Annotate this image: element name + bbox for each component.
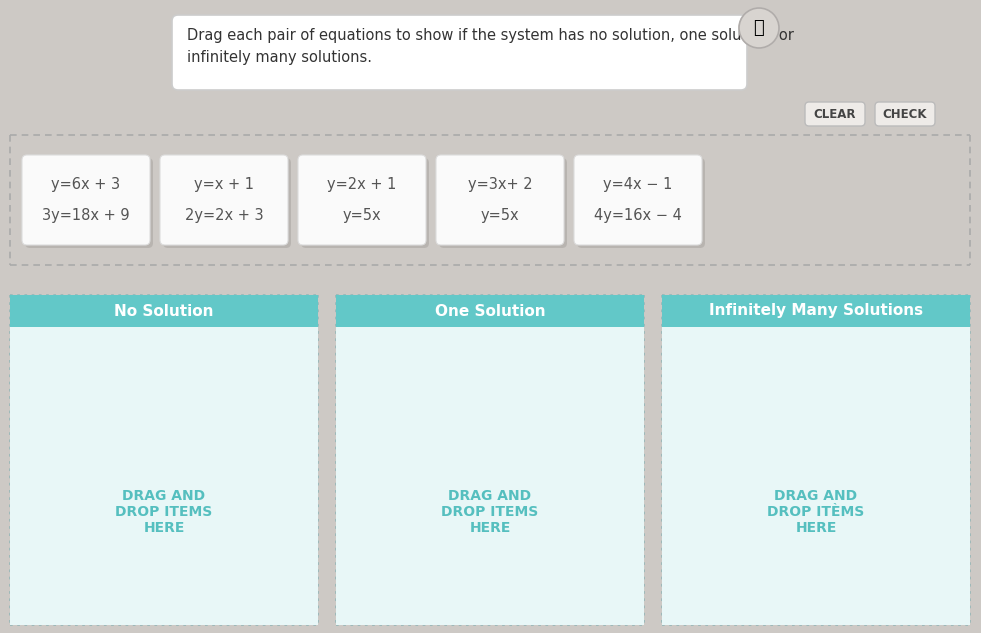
FancyBboxPatch shape bbox=[301, 158, 429, 248]
Bar bbox=[10, 327, 318, 625]
Text: y=2x + 1: y=2x + 1 bbox=[328, 177, 396, 192]
Text: Drag each pair of equations to show if the system has no solution, one solution,: Drag each pair of equations to show if t… bbox=[187, 28, 794, 65]
FancyBboxPatch shape bbox=[163, 158, 291, 248]
Bar bbox=[336, 327, 644, 625]
Text: DRAG AND: DRAG AND bbox=[123, 489, 206, 503]
FancyBboxPatch shape bbox=[439, 158, 567, 248]
Text: 4y=16x − 4: 4y=16x − 4 bbox=[594, 208, 682, 223]
Text: Infinitely Many Solutions: Infinitely Many Solutions bbox=[709, 303, 923, 318]
FancyBboxPatch shape bbox=[574, 155, 702, 245]
Text: y=6x + 3: y=6x + 3 bbox=[51, 177, 121, 192]
Text: One Solution: One Solution bbox=[435, 303, 545, 318]
FancyBboxPatch shape bbox=[298, 155, 426, 245]
Bar bbox=[336, 295, 644, 327]
FancyBboxPatch shape bbox=[25, 158, 153, 248]
Text: DRAG AND: DRAG AND bbox=[774, 489, 857, 503]
FancyBboxPatch shape bbox=[160, 155, 288, 245]
Text: y=5x: y=5x bbox=[481, 208, 519, 223]
Text: DROP ITEMS: DROP ITEMS bbox=[441, 505, 539, 519]
Text: 🔈: 🔈 bbox=[753, 19, 764, 37]
FancyBboxPatch shape bbox=[875, 102, 935, 126]
FancyBboxPatch shape bbox=[172, 15, 747, 90]
Text: y=5x: y=5x bbox=[342, 208, 382, 223]
Text: 3y=18x + 9: 3y=18x + 9 bbox=[42, 208, 129, 223]
Text: HERE: HERE bbox=[143, 521, 184, 535]
Text: HERE: HERE bbox=[796, 521, 837, 535]
Bar bbox=[662, 327, 970, 625]
Circle shape bbox=[739, 8, 779, 48]
Text: CHECK: CHECK bbox=[883, 108, 927, 120]
FancyBboxPatch shape bbox=[22, 155, 150, 245]
Bar bbox=[10, 295, 318, 327]
Text: DROP ITÈMS: DROP ITÈMS bbox=[767, 505, 864, 519]
Text: DRAG AND: DRAG AND bbox=[448, 489, 532, 503]
FancyBboxPatch shape bbox=[436, 155, 564, 245]
Text: No Solution: No Solution bbox=[114, 303, 214, 318]
FancyBboxPatch shape bbox=[577, 158, 705, 248]
Text: CLEAR: CLEAR bbox=[814, 108, 856, 120]
FancyBboxPatch shape bbox=[805, 102, 865, 126]
Text: HERE: HERE bbox=[469, 521, 511, 535]
Bar bbox=[662, 295, 970, 327]
Text: y=4x − 1: y=4x − 1 bbox=[603, 177, 673, 192]
Text: 2y=2x + 3: 2y=2x + 3 bbox=[184, 208, 263, 223]
Text: y=x + 1: y=x + 1 bbox=[194, 177, 254, 192]
Text: y=3x+ 2: y=3x+ 2 bbox=[468, 177, 533, 192]
Text: DROP ITEMS: DROP ITEMS bbox=[116, 505, 213, 519]
